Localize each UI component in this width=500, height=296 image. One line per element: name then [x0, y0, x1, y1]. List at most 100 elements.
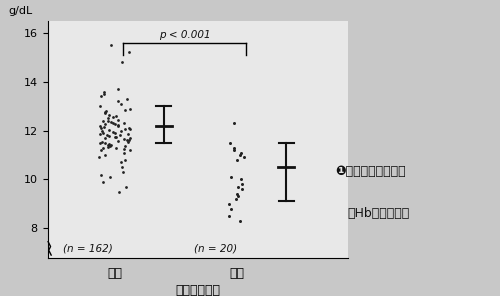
Point: [233, 192, 241, 197]
Point: [236, 153, 244, 157]
Point: [240, 155, 248, 160]
Point: [100, 125, 108, 129]
Point: [100, 91, 108, 96]
Point: [104, 116, 112, 121]
Point: [120, 147, 128, 151]
Point: [120, 137, 128, 141]
Text: p < 0.001: p < 0.001: [159, 30, 210, 40]
Point: [124, 139, 132, 144]
Point: [109, 129, 117, 134]
Point: [96, 104, 104, 109]
Point: [121, 157, 129, 162]
Point: [106, 144, 114, 149]
Point: [126, 136, 134, 141]
Point: [107, 43, 115, 47]
Point: [125, 137, 133, 142]
Point: [106, 120, 114, 124]
Point: [98, 179, 106, 184]
Point: [122, 184, 130, 189]
Point: [97, 125, 105, 130]
Point: [104, 143, 112, 148]
Point: [232, 197, 240, 201]
Text: (n = 162): (n = 162): [64, 244, 113, 254]
Point: [238, 187, 246, 192]
Text: とHb値との関連: とHb値との関連: [348, 207, 410, 220]
Point: [100, 89, 108, 94]
Point: [100, 146, 108, 151]
Point: [226, 214, 234, 218]
Point: [108, 142, 116, 147]
Point: [116, 133, 124, 138]
Point: [124, 132, 132, 137]
Point: [120, 121, 128, 126]
Point: [116, 129, 124, 133]
Point: [106, 175, 114, 179]
Point: [99, 130, 107, 135]
Point: [104, 119, 112, 124]
Point: [237, 150, 245, 155]
Point: [100, 118, 108, 123]
Point: [96, 123, 104, 128]
Point: [110, 120, 118, 125]
Point: [112, 114, 120, 118]
Point: [226, 206, 234, 211]
Point: [237, 177, 245, 182]
Text: ❶赤血球の形態異常: ❶赤血球の形態異常: [335, 165, 406, 178]
Point: [125, 126, 133, 131]
Point: [233, 157, 241, 162]
Point: [122, 107, 130, 112]
Point: [120, 170, 128, 174]
Point: [122, 96, 130, 101]
Point: [102, 153, 110, 157]
Point: [100, 110, 108, 115]
Point: [101, 111, 109, 116]
Point: [126, 106, 134, 111]
Point: [238, 182, 246, 187]
Point: [120, 127, 128, 132]
Point: [98, 128, 106, 133]
Point: [118, 60, 126, 65]
Point: [114, 117, 122, 122]
Point: [105, 133, 113, 138]
Point: [112, 145, 120, 150]
Point: [112, 134, 120, 139]
Point: [114, 99, 122, 104]
Point: [230, 145, 238, 150]
Point: [102, 121, 110, 126]
Point: [120, 150, 128, 155]
Point: [98, 172, 106, 177]
Point: [236, 218, 244, 223]
Point: [102, 109, 110, 113]
Point: [234, 194, 241, 199]
Point: [108, 115, 116, 120]
Point: [98, 140, 106, 145]
Point: [126, 148, 134, 152]
Point: [114, 87, 122, 91]
Point: [230, 121, 238, 126]
Text: g/dL: g/dL: [8, 6, 33, 16]
Point: [226, 140, 234, 145]
Point: [104, 145, 112, 149]
Point: [115, 189, 123, 194]
Point: [230, 148, 238, 152]
Point: [225, 202, 233, 206]
Point: [114, 124, 122, 128]
Point: [96, 131, 104, 136]
Point: [104, 128, 112, 132]
Point: [96, 141, 104, 146]
Point: [101, 140, 109, 145]
Point: [98, 147, 106, 152]
Point: [110, 131, 118, 135]
Point: [101, 136, 109, 140]
Point: [118, 165, 126, 170]
Point: [118, 160, 126, 165]
Point: [104, 112, 112, 117]
Point: [118, 101, 126, 106]
Point: [97, 94, 105, 99]
Point: [112, 122, 120, 127]
Point: [124, 138, 132, 143]
Point: [103, 133, 111, 137]
X-axis label: 赤血球の形態: 赤血球の形態: [175, 284, 220, 296]
Point: [112, 135, 120, 140]
Point: [234, 184, 242, 189]
